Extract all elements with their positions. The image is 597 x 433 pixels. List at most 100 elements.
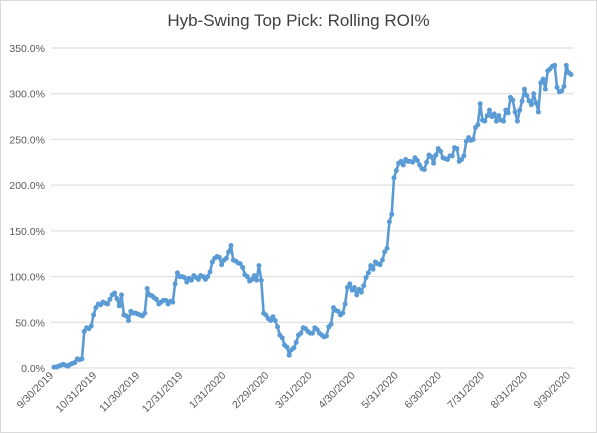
data-point bbox=[417, 162, 423, 168]
data-point bbox=[538, 80, 544, 86]
data-point bbox=[438, 148, 444, 154]
data-point bbox=[258, 277, 264, 283]
data-point bbox=[368, 263, 374, 269]
y-tick-label: 50.0% bbox=[15, 317, 45, 329]
data-point bbox=[263, 312, 269, 318]
data-point bbox=[400, 162, 406, 168]
data-point bbox=[112, 290, 118, 296]
data-point bbox=[219, 262, 225, 268]
data-point bbox=[126, 317, 132, 323]
data-point bbox=[335, 308, 341, 314]
data-point bbox=[554, 84, 560, 90]
data-point bbox=[540, 76, 546, 82]
data-point bbox=[365, 270, 371, 276]
data-point bbox=[363, 274, 369, 280]
data-point bbox=[517, 107, 523, 113]
data-point bbox=[251, 273, 257, 279]
x-tick-label: 9/30/2020 bbox=[532, 370, 574, 412]
data-point bbox=[116, 303, 122, 309]
data-point bbox=[389, 211, 395, 217]
data-point bbox=[521, 86, 527, 92]
data-point bbox=[216, 254, 222, 260]
data-point bbox=[552, 62, 558, 68]
data-point bbox=[526, 98, 532, 104]
data-point bbox=[421, 167, 427, 173]
chart-title: Hyb-Swing Top Pick: Rolling ROI% bbox=[167, 11, 430, 30]
data-point bbox=[172, 281, 178, 287]
data-point bbox=[93, 305, 99, 311]
x-tick-label: 4/30/2020 bbox=[316, 370, 358, 412]
data-point bbox=[268, 317, 274, 323]
data-point bbox=[510, 97, 516, 103]
data-point bbox=[493, 118, 499, 124]
data-point bbox=[81, 328, 87, 334]
data-point bbox=[119, 292, 125, 298]
data-point bbox=[377, 262, 383, 268]
data-point bbox=[393, 168, 399, 174]
data-point bbox=[410, 159, 416, 165]
data-point bbox=[240, 264, 246, 270]
y-tick-label: 300.0% bbox=[9, 89, 45, 101]
data-point bbox=[275, 324, 281, 330]
data-point bbox=[528, 102, 534, 108]
data-point bbox=[207, 269, 213, 275]
data-point bbox=[449, 153, 455, 159]
x-tick-label: 8/31/2020 bbox=[489, 370, 531, 412]
x-tick-label: 9/30/2019 bbox=[15, 370, 57, 412]
data-point bbox=[244, 274, 250, 280]
y-tick-label: 250.0% bbox=[9, 134, 45, 146]
data-point bbox=[428, 154, 434, 160]
data-point bbox=[342, 301, 348, 307]
data-point bbox=[174, 270, 180, 276]
x-tick-label: 10/31/2019 bbox=[54, 370, 100, 416]
data-point bbox=[559, 88, 565, 94]
data-point bbox=[272, 317, 278, 323]
data-point bbox=[351, 285, 357, 291]
data-point bbox=[391, 175, 397, 181]
data-point bbox=[461, 153, 467, 159]
data-point bbox=[314, 327, 320, 333]
data-point bbox=[486, 107, 492, 113]
x-tick-label: 1/31/2020 bbox=[187, 370, 229, 412]
data-point bbox=[535, 109, 541, 115]
data-point bbox=[153, 296, 159, 302]
x-tick-label: 2/29/2020 bbox=[230, 370, 272, 412]
data-point bbox=[398, 158, 404, 164]
data-point bbox=[72, 360, 78, 366]
data-point bbox=[142, 310, 148, 316]
data-point bbox=[477, 101, 483, 107]
data-point bbox=[298, 330, 304, 336]
data-point bbox=[170, 299, 176, 305]
data-point bbox=[505, 110, 511, 116]
data-point bbox=[256, 263, 262, 269]
data-point bbox=[431, 160, 437, 166]
data-point bbox=[361, 283, 367, 289]
data-point bbox=[91, 312, 97, 318]
data-point bbox=[195, 276, 201, 282]
data-point bbox=[475, 122, 481, 128]
data-point bbox=[354, 292, 360, 298]
data-point bbox=[79, 356, 85, 362]
data-point bbox=[531, 91, 537, 97]
data-point bbox=[482, 118, 488, 124]
y-tick-label: 0.0% bbox=[21, 363, 45, 375]
x-tick-label: 11/30/2019 bbox=[97, 370, 142, 415]
y-tick-label: 350.0% bbox=[9, 43, 45, 55]
x-tick-label: 3/31/2020 bbox=[273, 370, 315, 412]
data-point bbox=[445, 157, 451, 163]
data-point bbox=[524, 93, 530, 99]
data-point bbox=[286, 352, 292, 358]
x-tick-label: 5/31/2020 bbox=[359, 370, 401, 412]
data-point bbox=[500, 118, 506, 124]
data-point bbox=[347, 281, 353, 287]
y-tick-label: 150.0% bbox=[9, 226, 45, 238]
data-point bbox=[254, 277, 260, 283]
data-point bbox=[514, 118, 520, 124]
data-point bbox=[226, 249, 232, 255]
data-point bbox=[340, 310, 346, 316]
data-point bbox=[144, 285, 150, 291]
data-point bbox=[323, 333, 329, 339]
x-tick-label: 6/30/2020 bbox=[402, 370, 444, 412]
